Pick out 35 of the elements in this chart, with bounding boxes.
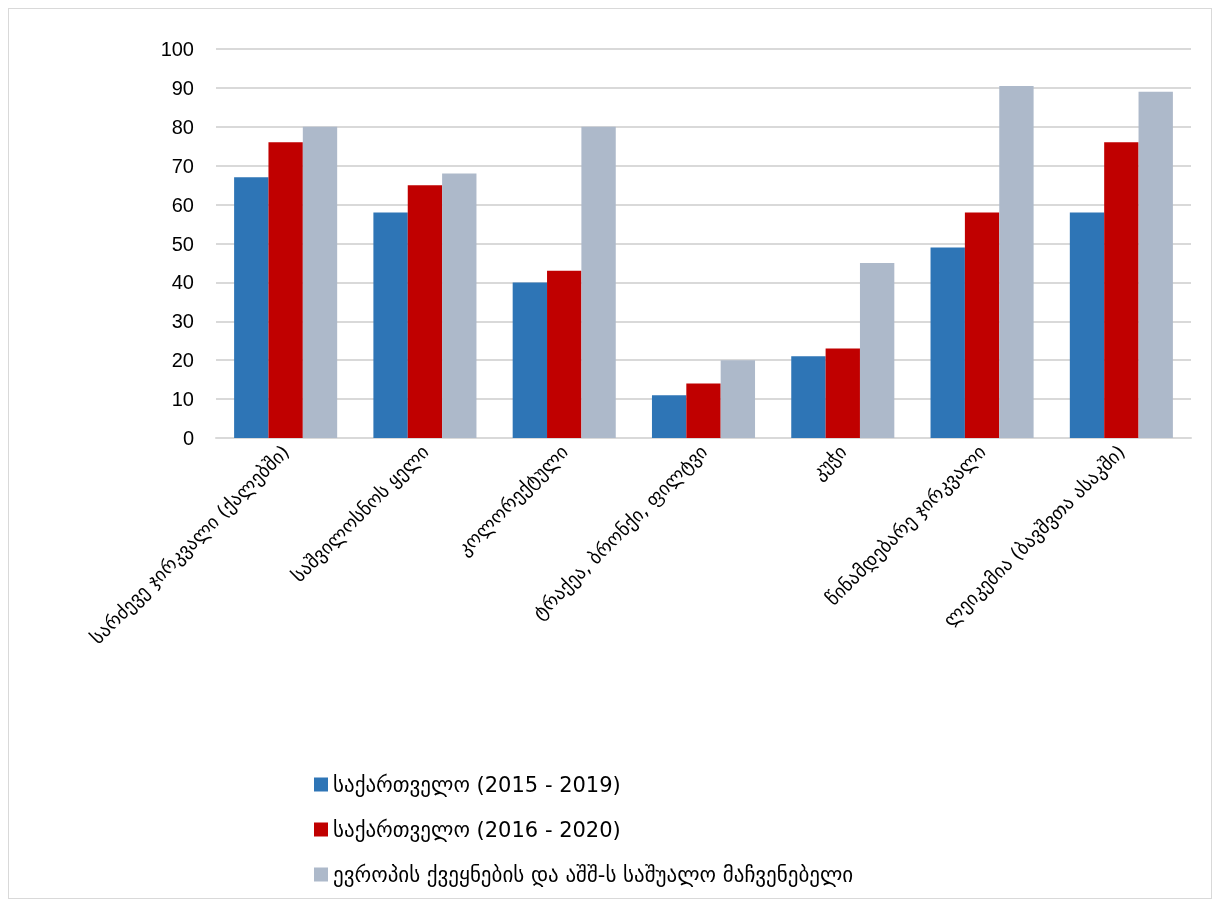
bar (964, 212, 1000, 438)
y-tick-label: 20 (171, 349, 194, 372)
bar (1104, 142, 1139, 438)
bar (581, 126, 616, 438)
bar (1069, 212, 1105, 438)
bar (407, 185, 443, 438)
y-tick-label: 100 (160, 38, 194, 60)
y-tick-label: 0 (182, 427, 194, 449)
y-tick-label: 80 (171, 115, 194, 138)
bar (859, 262, 895, 438)
bar (512, 282, 548, 438)
bar (686, 383, 721, 438)
bar (651, 395, 687, 438)
bar (825, 348, 860, 438)
bar (999, 85, 1034, 438)
y-tick-label: 50 (171, 232, 194, 255)
legend-label: ევროპის ქვეყნების და აშშ-ს საშუალო მაჩვენებელი (333, 862, 854, 887)
bar (234, 177, 269, 438)
y-tick-label: 90 (171, 76, 194, 99)
bar (268, 142, 303, 438)
y-tick-label: 10 (171, 388, 194, 411)
bar (930, 247, 965, 438)
legend-label: საქართველო (2015 - 2019) (333, 772, 621, 797)
bar (547, 270, 582, 438)
bar (373, 212, 408, 438)
bar (791, 356, 826, 438)
y-tick-label: 30 (171, 310, 194, 333)
legend-label: საქართველო (2016 - 2020) (333, 817, 621, 842)
y-tick-label: 70 (171, 154, 194, 177)
bar (720, 360, 756, 438)
bar (302, 126, 338, 438)
bar (442, 173, 477, 438)
y-tick-label: 60 (171, 193, 194, 216)
y-tick-label: 40 (171, 271, 194, 294)
bar (1138, 91, 1173, 438)
